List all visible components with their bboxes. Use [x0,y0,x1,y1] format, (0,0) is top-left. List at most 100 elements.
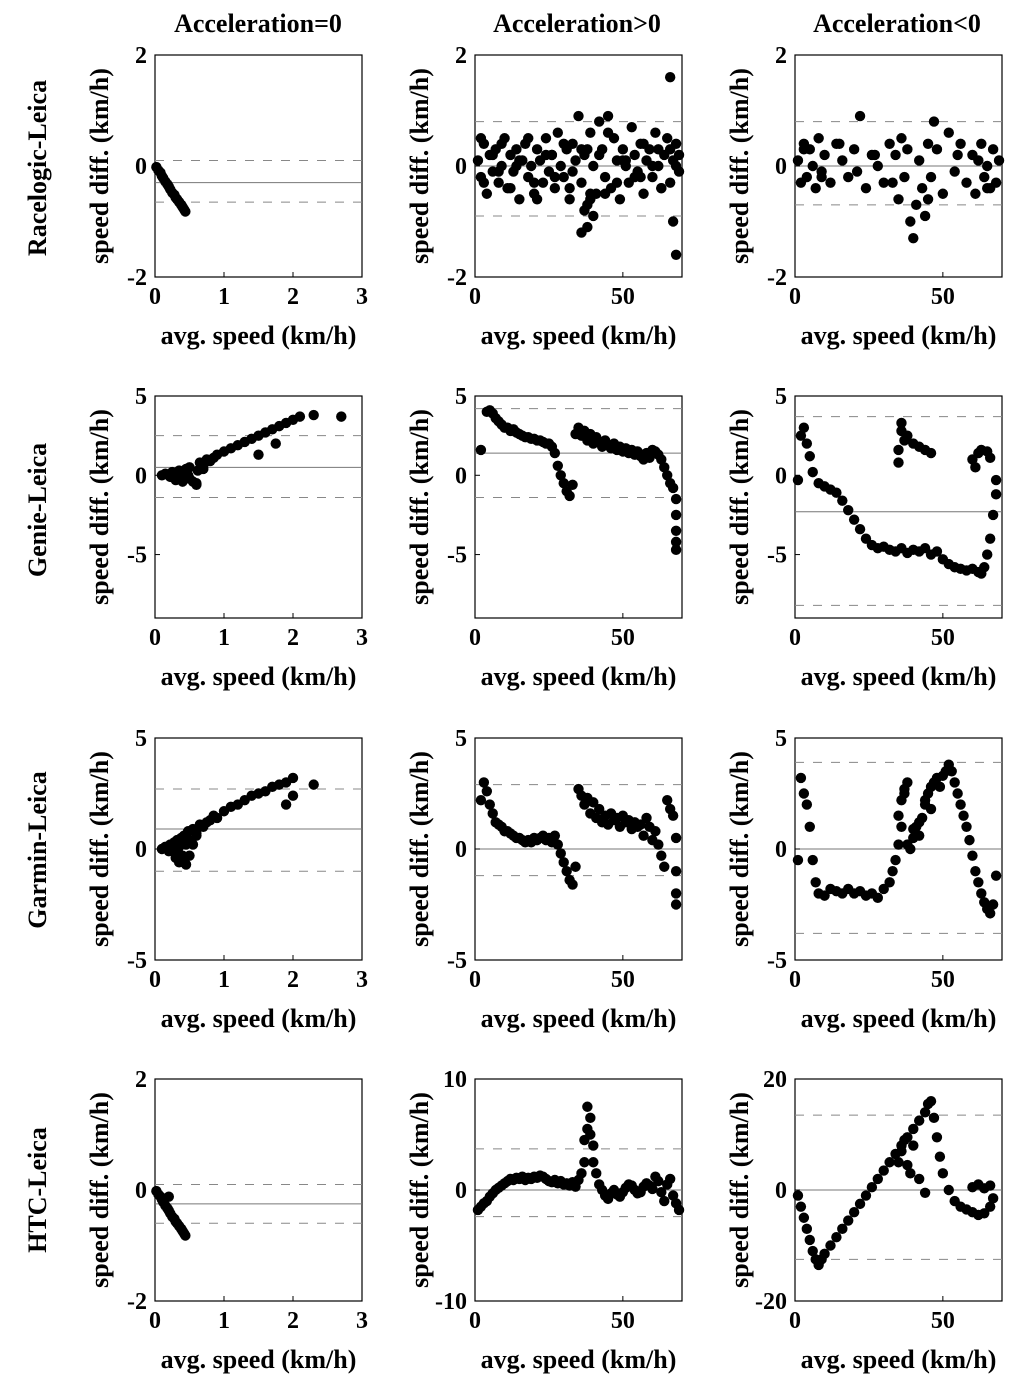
data-point [659,462,670,473]
data-point [670,493,682,505]
y-tick-label: 0 [775,463,787,489]
data-point [987,509,999,521]
data-point [925,447,937,459]
data-point [958,810,969,821]
data-point [937,1168,949,1179]
data-point [798,144,810,155]
data-point [813,133,824,144]
data-point [887,866,898,877]
data-point [807,160,818,172]
y-tick-label: 10 [443,1067,467,1093]
data-point [579,1157,590,1168]
data-point [670,888,682,899]
data-point [893,444,904,456]
data-point [854,524,866,535]
y-tick-label: 20 [763,1067,787,1093]
data-point [979,562,990,573]
data-point [807,466,818,478]
data-point [792,1190,804,1201]
data-point [967,850,978,861]
data-point [902,839,913,850]
data-point [670,160,682,172]
row-label-genie: Genie-Leica [23,443,52,577]
data-point [964,834,975,846]
data-point [650,826,661,837]
data-point [801,171,813,183]
data-point [629,149,640,161]
x-tick-label: 1 [218,967,230,993]
data-point [558,138,569,149]
data-point [585,1112,596,1124]
data-point [472,155,484,166]
x-axis-label: avg. speed (km/h) [161,1004,357,1033]
row-label-racelogic: Racelogic-Leica [23,80,52,256]
data-point [899,1134,910,1146]
data-point [493,177,504,188]
data-point [599,171,611,183]
data-point [982,549,993,560]
data-point [635,171,646,183]
data-point [801,799,813,810]
data-point [961,177,972,188]
data-point [934,781,946,793]
x-tick-label: 0 [149,284,161,310]
y-tick-label: 0 [455,154,467,180]
data-point [287,790,299,801]
x-tick-label: 50 [931,967,955,993]
data-point [922,194,934,205]
x-tick-label: 3 [356,625,368,651]
data-point [184,850,195,861]
data-point [478,177,490,188]
data-point [670,899,682,910]
data-point [180,206,191,217]
data-point [896,417,907,429]
data-point [843,504,854,516]
data-point [925,1096,937,1107]
data-point [952,149,963,161]
data-point [588,1140,599,1151]
y-axis-label: speed diff. (km/h) [725,751,754,947]
axes-box [474,395,683,619]
data-point [588,797,599,808]
data-point [484,799,495,810]
y-tick-label: 2 [135,43,147,69]
data-point [884,138,895,149]
data-point [914,155,925,166]
data-point [555,848,566,859]
data-point [570,155,581,166]
y-tick-label: -5 [447,948,467,974]
x-tick-label: 50 [611,1308,635,1334]
data-point [647,171,658,183]
data-point [585,1129,596,1140]
x-axis-label: avg. speed (km/h) [481,1004,677,1033]
data-point [899,783,910,795]
data-point [552,127,563,138]
data-point [647,1183,658,1195]
data-point [638,830,649,841]
data-point [804,1234,815,1246]
data-point [804,451,815,462]
col-title-accel-negative: Acceleration<0 [813,9,981,38]
data-point [614,194,626,205]
data-point [552,460,563,471]
y-tick-label: 0 [775,1178,787,1204]
data-point [579,205,590,216]
data-point [854,110,866,122]
x-axis-label: avg. speed (km/h) [801,662,997,691]
data-point [511,160,522,172]
data-point [952,788,963,799]
data-point [798,788,810,799]
data-point [253,449,264,460]
axes-box [154,395,363,619]
data-point [588,1157,599,1168]
data-point [902,1159,913,1171]
data-point [552,839,563,850]
data-point [555,470,566,481]
data-point [662,470,673,481]
data-point [914,817,925,828]
axes-box [154,54,363,278]
y-axis-label: speed diff. (km/h) [405,1092,434,1288]
y-axis-label: speed diff. (km/h) [85,409,114,605]
data-point [878,883,889,895]
data-point [943,127,954,138]
